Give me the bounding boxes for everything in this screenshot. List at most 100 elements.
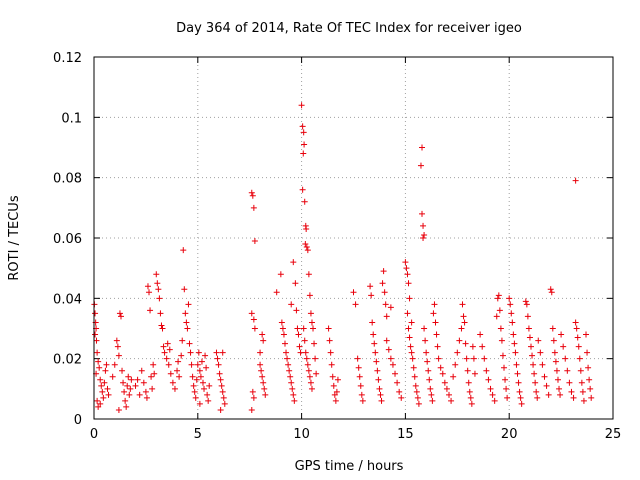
data-point [153, 271, 160, 278]
data-point [325, 325, 332, 332]
data-point [412, 382, 419, 389]
data-point [530, 361, 537, 368]
data-point [277, 271, 284, 278]
data-point [221, 400, 228, 407]
y-tick-label: 0.02 [53, 353, 82, 368]
data-point [377, 391, 384, 398]
data-point [422, 337, 429, 344]
data-point [464, 367, 471, 374]
data-point [303, 225, 310, 232]
data-point [380, 268, 387, 275]
data-point [441, 379, 448, 386]
data-point [160, 343, 167, 350]
data-point [143, 394, 150, 401]
data-point [134, 376, 141, 383]
data-point [409, 355, 416, 362]
data-point [219, 349, 226, 356]
data-point [194, 361, 201, 368]
x-tick-label: 10 [293, 427, 310, 442]
data-point [327, 349, 334, 356]
data-point [387, 355, 394, 362]
data-point [350, 289, 357, 296]
data-point [352, 301, 359, 308]
data-point [491, 397, 498, 404]
data-point [404, 271, 411, 278]
data-point [249, 192, 256, 199]
data-point [420, 222, 427, 229]
data-point [575, 343, 582, 350]
data-point [102, 367, 109, 374]
data-point [392, 370, 399, 377]
data-point [279, 325, 286, 332]
y-tick-label: 0.1 [61, 111, 82, 126]
data-point [174, 367, 181, 374]
data-point [306, 373, 313, 380]
data-point [483, 367, 490, 374]
data-point [477, 331, 484, 338]
data-point [456, 337, 463, 344]
data-point [298, 102, 305, 109]
data-point [114, 343, 121, 350]
data-point [290, 259, 297, 266]
data-point [572, 319, 579, 326]
grid-lines [94, 57, 613, 419]
data-point [551, 349, 558, 356]
data-point [182, 310, 189, 317]
data-point [284, 355, 291, 362]
data-point [119, 367, 126, 374]
data-point [92, 331, 99, 338]
data-point [585, 364, 592, 371]
data-point [257, 361, 264, 368]
data-point [522, 298, 529, 305]
data-point [299, 123, 306, 130]
data-point [293, 307, 300, 314]
data-point [97, 400, 104, 407]
data-point [215, 361, 222, 368]
data-point [523, 301, 530, 308]
data-point [560, 343, 567, 350]
data-point [95, 358, 102, 365]
data-point [178, 352, 185, 359]
data-point [202, 352, 209, 359]
data-point [297, 349, 304, 356]
data-point [493, 313, 500, 320]
data-point [516, 388, 523, 395]
data-point [425, 367, 432, 374]
data-point [292, 280, 299, 287]
data-point [171, 385, 178, 392]
data-point [216, 370, 223, 377]
data-point [273, 289, 280, 296]
data-point [533, 388, 540, 395]
data-point [300, 150, 307, 157]
data-point [330, 382, 337, 389]
data-point [260, 379, 267, 386]
data-point [459, 301, 466, 308]
data-point [109, 373, 116, 380]
data-point [213, 349, 220, 356]
data-point [191, 388, 198, 395]
data-point [331, 391, 338, 398]
data-point [169, 379, 176, 386]
data-point [387, 304, 394, 311]
data-point [140, 379, 147, 386]
data-point [354, 355, 361, 362]
data-point [218, 382, 225, 389]
data-point [547, 286, 554, 293]
data-point [437, 364, 444, 371]
data-point [511, 340, 518, 347]
data-point [305, 367, 312, 374]
data-point [196, 400, 203, 407]
data-point [167, 370, 174, 377]
data-point [286, 367, 293, 374]
data-point [248, 406, 255, 413]
data-point [378, 397, 385, 404]
data-point [193, 376, 200, 383]
data-point [419, 210, 426, 217]
data-point [214, 355, 221, 362]
data-point [479, 343, 486, 350]
data-point [94, 349, 101, 356]
data-point [138, 367, 145, 374]
data-point [159, 325, 166, 332]
data-point [196, 367, 203, 374]
data-point [518, 400, 525, 407]
